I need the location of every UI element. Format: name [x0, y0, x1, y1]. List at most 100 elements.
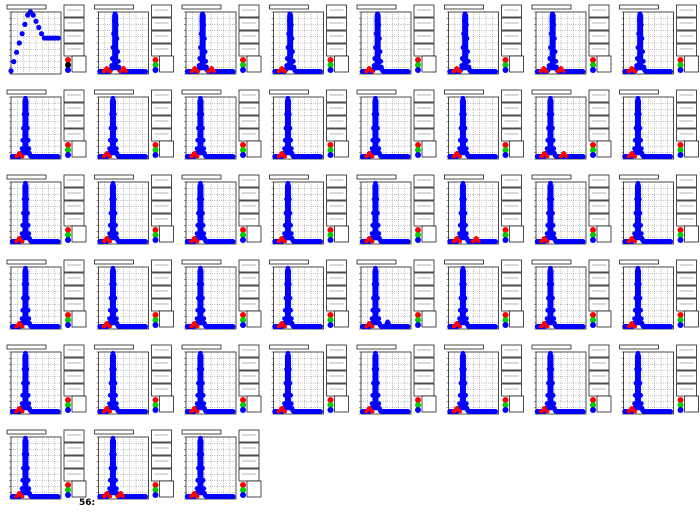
legend-box: [246, 395, 262, 413]
title-box: [269, 4, 309, 10]
legend-marker: [415, 147, 421, 153]
chart-panel-3: [181, 4, 262, 75]
stats-box: [676, 17, 697, 31]
stats-box: [63, 4, 85, 18]
legend-marker: [240, 142, 246, 148]
chart-panel-14: [444, 89, 524, 160]
title-box: [619, 174, 659, 180]
stats-box: [326, 285, 347, 299]
chart-panel-32: [619, 259, 699, 330]
data-point-red: [633, 154, 637, 159]
stats-box: [238, 128, 260, 142]
stats-box: [151, 89, 172, 103]
stats-box: [63, 370, 85, 384]
peak-band: [109, 354, 116, 411]
stats-box: [501, 89, 522, 103]
legend-marker: [65, 147, 71, 153]
stats-box: [151, 30, 172, 44]
peak-band: [462, 14, 469, 71]
legend-box: [596, 310, 612, 328]
legend-box: [334, 55, 349, 73]
stats-box: [501, 285, 522, 299]
chart-panel-6: [444, 4, 524, 75]
stats-box: [326, 102, 347, 116]
peak-band: [197, 99, 204, 156]
legend-marker: [415, 142, 421, 148]
legend-box: [246, 55, 262, 73]
data-point-red: [458, 324, 462, 329]
stats-box: [588, 285, 610, 299]
legend-marker: [240, 237, 246, 243]
chart-panel-31: [531, 259, 612, 330]
legend-box: [596, 55, 612, 73]
stats-box: [151, 213, 172, 227]
legend-marker: [502, 237, 509, 243]
legend-marker: [677, 62, 684, 68]
stats-box: [588, 4, 610, 18]
legend-box: [334, 310, 349, 328]
stats-box: [588, 383, 610, 397]
title-box: [94, 89, 134, 95]
stats-box: [588, 200, 610, 214]
chart-panel-26: [94, 259, 174, 330]
legend-marker: [415, 62, 421, 68]
stats-box: [413, 272, 435, 286]
data-point: [13, 49, 20, 55]
stats-box: [238, 213, 260, 227]
stats-box: [151, 128, 172, 142]
data-point: [493, 154, 499, 159]
chart-panel-20: [269, 174, 349, 245]
data-point: [8, 68, 14, 74]
data-point-red: [564, 154, 569, 159]
data-point: [580, 409, 586, 414]
stats-box: [413, 344, 435, 358]
title-box: [181, 89, 222, 95]
stats-box: [588, 115, 610, 129]
legend-box: [596, 395, 612, 413]
data-point: [318, 409, 324, 414]
stats-box: [588, 344, 610, 358]
data-point-red: [108, 239, 112, 244]
data-point: [33, 18, 39, 24]
chart-panel-10: [94, 89, 174, 160]
chart-panel-18: [94, 174, 174, 245]
stats-box: [501, 383, 522, 397]
stats-box: [63, 43, 85, 57]
stats-box: [238, 370, 260, 384]
stats-box: [63, 30, 85, 44]
data-point: [405, 69, 411, 74]
stats-box: [501, 174, 522, 188]
data-point: [318, 324, 324, 329]
stats-box: [238, 357, 260, 371]
stats-box: [63, 213, 85, 227]
data-point-red: [370, 324, 375, 329]
legend-box: [421, 55, 437, 73]
chart-panel-34: [94, 344, 174, 415]
data-point: [318, 239, 324, 244]
data-point: [405, 154, 411, 159]
data-point: [493, 239, 499, 244]
legend-marker: [152, 152, 159, 158]
legend-marker: [65, 407, 71, 413]
stats-box: [676, 383, 697, 397]
data-point: [36, 24, 42, 31]
legend-box: [246, 140, 262, 158]
legend-box: [596, 140, 612, 158]
chart-panel-23: [531, 174, 612, 245]
legend-marker: [65, 62, 71, 68]
stats-box: [413, 298, 435, 312]
stats-box: [63, 187, 85, 201]
data-point-red: [283, 239, 287, 244]
title-box: [181, 4, 222, 10]
chart-panel-33: [6, 344, 87, 415]
data-point-red: [20, 154, 25, 159]
data-point: [230, 154, 236, 159]
legend-box: [159, 395, 174, 413]
stats-box: [326, 174, 347, 188]
title-box: [531, 174, 572, 180]
data-point-red: [196, 69, 201, 74]
legend-marker: [415, 152, 421, 158]
data-point-red: [283, 324, 287, 329]
legend-box: [596, 225, 612, 243]
title-box: [6, 89, 47, 95]
